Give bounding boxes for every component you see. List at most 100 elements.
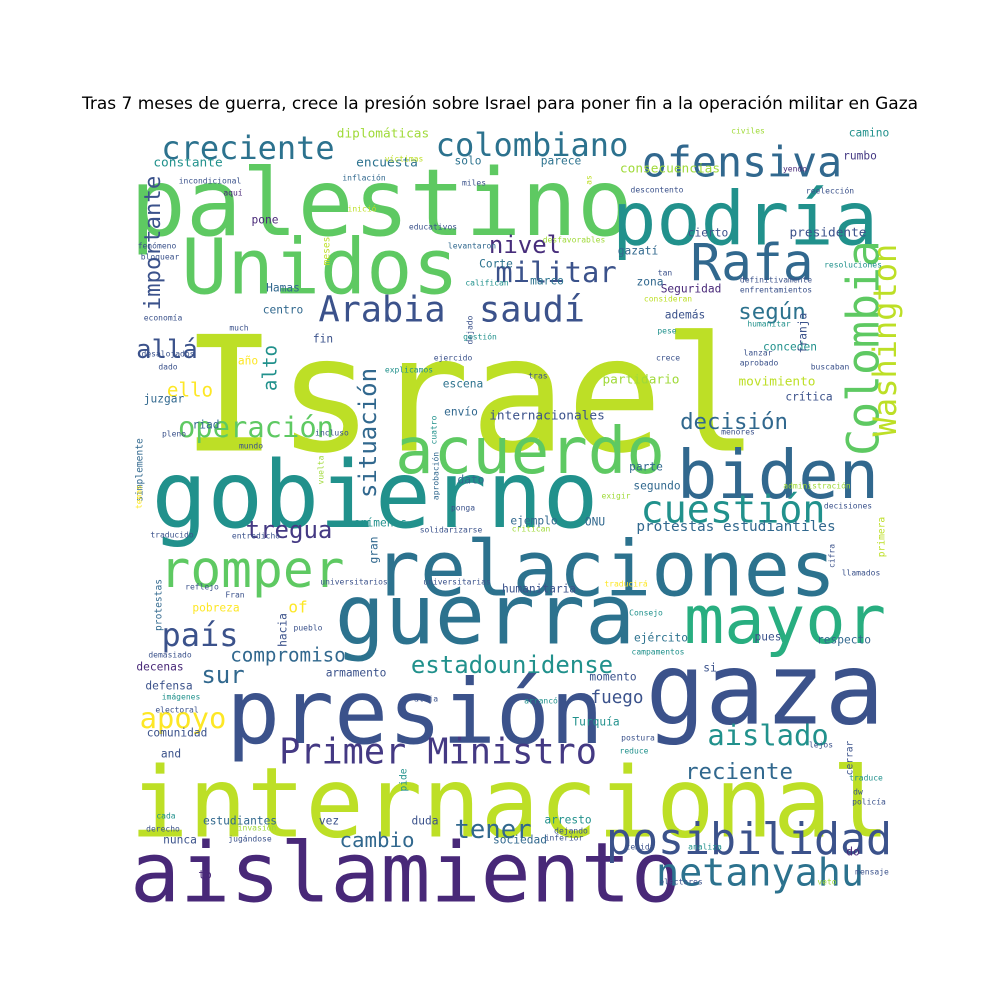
word: dato bbox=[458, 474, 485, 487]
word: si bbox=[703, 662, 716, 675]
word: campamentos bbox=[632, 648, 685, 657]
word: apoyo bbox=[140, 701, 227, 735]
word: gobierno bbox=[152, 441, 599, 549]
word: solidarizarse bbox=[420, 526, 483, 535]
word: as bbox=[585, 175, 594, 185]
word: además bbox=[665, 309, 705, 322]
word: Arabia bbox=[318, 290, 445, 331]
word: tan bbox=[658, 269, 673, 278]
word: pide bbox=[399, 768, 410, 791]
word: netanyahu bbox=[656, 851, 864, 896]
word: juzgar bbox=[144, 393, 185, 406]
word: bloquear bbox=[141, 253, 180, 262]
word: comunidad bbox=[147, 727, 208, 740]
word: miles bbox=[462, 179, 486, 188]
word: electores bbox=[659, 878, 703, 887]
word: dejado bbox=[466, 315, 475, 344]
word: menores bbox=[721, 428, 755, 437]
word: vez bbox=[319, 815, 339, 828]
word: segundo bbox=[633, 480, 680, 493]
word: fin bbox=[313, 333, 333, 346]
word: constante bbox=[153, 156, 222, 171]
word: solo bbox=[455, 155, 482, 168]
word: entredicho bbox=[232, 532, 280, 541]
word: parte bbox=[629, 461, 663, 474]
word: califican bbox=[465, 279, 509, 288]
word: momento bbox=[589, 671, 636, 684]
word: pone bbox=[252, 214, 279, 227]
word: país bbox=[161, 616, 238, 654]
word: descontento bbox=[631, 186, 684, 195]
word: según bbox=[738, 299, 805, 325]
word: Unidos bbox=[181, 224, 458, 313]
word: traducirá bbox=[604, 580, 648, 589]
word: desfavorables bbox=[543, 236, 606, 245]
word: Colombia bbox=[837, 240, 890, 456]
word: operación bbox=[178, 410, 334, 444]
word: desalojados bbox=[142, 350, 195, 359]
word: levantaron bbox=[448, 242, 496, 251]
word: vuelta bbox=[317, 455, 326, 484]
word: buscaban bbox=[811, 363, 850, 372]
word: cuestión bbox=[641, 488, 826, 533]
word: traducido bbox=[150, 531, 194, 540]
word: militar bbox=[495, 255, 616, 289]
word: veto bbox=[817, 878, 836, 887]
word: lanzar bbox=[744, 349, 773, 358]
word: incondicional bbox=[179, 177, 242, 186]
word: biden bbox=[677, 436, 879, 514]
word: and bbox=[161, 748, 181, 761]
word: decenas bbox=[136, 661, 183, 674]
word: Washington bbox=[866, 244, 904, 437]
word: aleja bbox=[414, 695, 438, 704]
word: Primer Ministro bbox=[279, 732, 597, 773]
word: camino bbox=[849, 127, 889, 140]
word: riad bbox=[193, 419, 220, 432]
word: ello bbox=[167, 379, 213, 402]
word: inferior bbox=[545, 834, 584, 843]
word: palestino bbox=[130, 149, 633, 257]
word: reelección bbox=[806, 186, 854, 196]
word: reciente bbox=[685, 759, 793, 785]
word: electoral bbox=[155, 706, 199, 715]
word: exigir bbox=[602, 492, 631, 501]
word: cerrar bbox=[845, 740, 856, 775]
word: internacionales bbox=[489, 409, 605, 424]
word: mayor bbox=[684, 581, 886, 659]
word: economía bbox=[144, 314, 183, 323]
word: ponga bbox=[451, 504, 475, 513]
word: crece bbox=[656, 354, 680, 363]
word: marco bbox=[530, 275, 564, 288]
chart-title: Tras 7 meses de guerra, crece la presión… bbox=[81, 94, 919, 114]
word: reduce bbox=[620, 747, 649, 756]
word: partidario bbox=[602, 373, 679, 388]
word: podría bbox=[612, 178, 878, 263]
word: allá bbox=[136, 335, 198, 365]
word: arrancó bbox=[524, 696, 558, 706]
word: definitivamente bbox=[740, 276, 812, 285]
word: año bbox=[238, 355, 258, 368]
word: compromiso bbox=[230, 644, 346, 667]
word: derecho bbox=[146, 825, 180, 834]
word: analiza bbox=[688, 843, 722, 852]
word: cifra bbox=[828, 544, 837, 568]
word: Turquía bbox=[572, 716, 619, 729]
word: creciente bbox=[161, 129, 334, 167]
word: presidente bbox=[789, 226, 866, 241]
word: cada bbox=[156, 812, 175, 821]
word: aquí bbox=[223, 189, 242, 198]
word: tener bbox=[454, 815, 531, 845]
word: ejercido bbox=[434, 354, 473, 363]
word: alto bbox=[259, 345, 282, 391]
word: crítica bbox=[785, 391, 832, 404]
word: civiles bbox=[731, 127, 765, 136]
word: importante bbox=[140, 176, 166, 311]
word: aislamiento bbox=[130, 825, 681, 922]
word: estadounidense bbox=[411, 651, 613, 679]
word: decisión bbox=[680, 409, 788, 435]
word: meses bbox=[322, 237, 333, 266]
word: relaciones bbox=[374, 526, 836, 615]
word: aprobación bbox=[431, 452, 441, 500]
word: crímenes bbox=[353, 517, 407, 530]
